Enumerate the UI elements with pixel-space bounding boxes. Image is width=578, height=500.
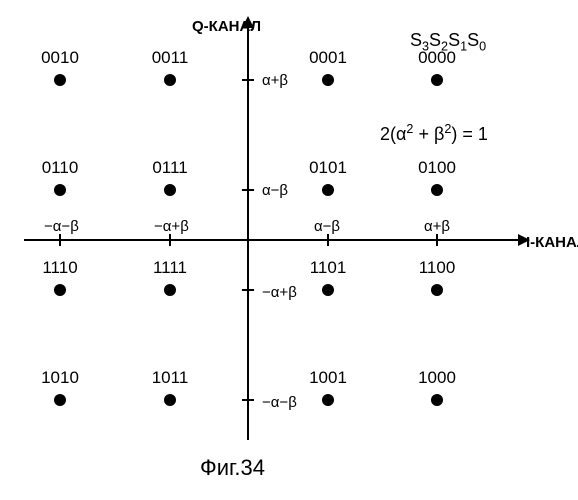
constellation-point-label: 0010 [41, 48, 79, 68]
y-tick [242, 289, 254, 291]
x-tick [327, 234, 329, 246]
x-tick-label: α+β [424, 218, 450, 235]
constellation-point-label: 1001 [309, 368, 347, 388]
x-tick-label: −α−β [44, 218, 79, 235]
x-tick-label: α−β [314, 218, 340, 235]
constellation-point [164, 74, 176, 86]
constellation-point [322, 184, 334, 196]
x-tick-label: −α+β [154, 218, 189, 235]
y-axis [247, 26, 249, 440]
y-tick-label: α−β [262, 182, 288, 199]
x-tick [169, 234, 171, 246]
constellation-point-label: 1000 [418, 368, 456, 388]
constellation-point-label: 1010 [41, 368, 79, 388]
x-axis [24, 239, 520, 241]
y-tick-label: α+β [262, 72, 288, 89]
x-axis-label: I-КАНАЛ [526, 234, 578, 251]
constellation-point-label: 0110 [42, 158, 79, 178]
y-tick [242, 189, 254, 191]
constellation-point [431, 394, 443, 406]
figure-caption: Фиг.34 [200, 455, 265, 481]
constellation-point [431, 74, 443, 86]
y-tick-label: −α+β [262, 284, 297, 301]
constellation-point [322, 394, 334, 406]
constellation-point-label: 0111 [152, 158, 187, 178]
y-tick-label: −α−β [262, 394, 297, 411]
constellation-point-label: 1101 [310, 258, 347, 278]
normalization-formula: 2(α2 + β2) = 1 [380, 122, 488, 145]
constellation-point [431, 284, 443, 296]
constellation-point-label: 0011 [152, 48, 189, 68]
constellation-point-label: 1110 [42, 258, 77, 278]
constellation-point [164, 394, 176, 406]
y-tick [242, 399, 254, 401]
constellation-diagram: I-КАНАЛ Q-КАНАЛ S3S2S1S0 2(α2 + β2) = 1 … [0, 0, 578, 500]
constellation-point-label: 0101 [309, 158, 347, 178]
constellation-point [164, 184, 176, 196]
x-tick [436, 234, 438, 246]
constellation-point [431, 184, 443, 196]
y-axis-label: Q-КАНАЛ [192, 18, 261, 35]
constellation-point [54, 74, 66, 86]
constellation-point-label: 1111 [153, 258, 187, 278]
constellation-point [54, 184, 66, 196]
constellation-point [322, 74, 334, 86]
constellation-point-label: 0100 [418, 158, 456, 178]
y-tick [242, 79, 254, 81]
constellation-point-label: 1011 [152, 368, 189, 388]
constellation-point [54, 284, 66, 296]
x-tick [59, 234, 61, 246]
constellation-point-label: 0001 [309, 48, 347, 68]
constellation-point [322, 284, 334, 296]
constellation-point-label: 0000 [418, 48, 456, 68]
constellation-point [54, 394, 66, 406]
constellation-point [164, 284, 176, 296]
constellation-point-label: 1100 [419, 258, 456, 278]
